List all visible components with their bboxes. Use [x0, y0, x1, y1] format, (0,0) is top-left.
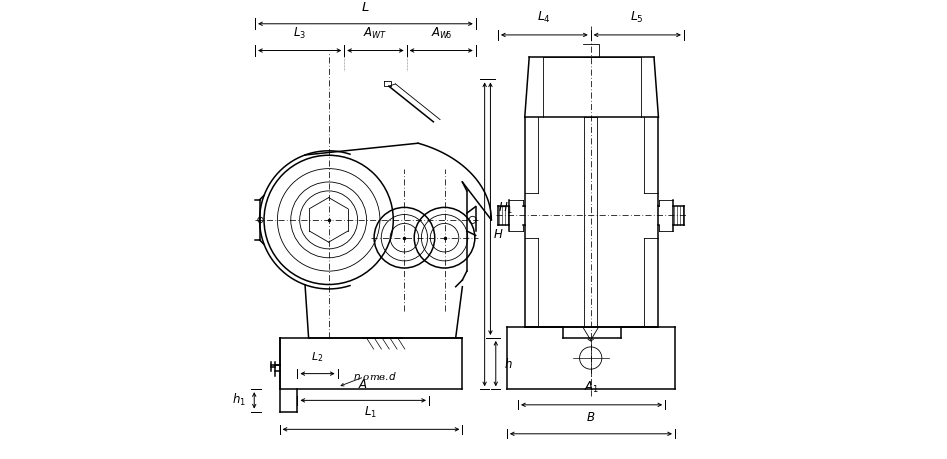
- Text: $h$: $h$: [504, 357, 512, 370]
- Text: $A_{W\!\!\text{б}}$: $A_{W\!\!\text{б}}$: [431, 26, 452, 41]
- Text: $A_1$: $A_1$: [584, 380, 599, 395]
- Text: $h_1$: $h_1$: [232, 392, 246, 409]
- Text: $L_2$: $L_2$: [312, 350, 324, 364]
- Text: $L_1$: $L_1$: [365, 404, 378, 420]
- Text: $H$: $H$: [492, 228, 503, 241]
- Text: $L_3$: $L_3$: [294, 26, 306, 41]
- Text: $L_5$: $L_5$: [631, 10, 644, 25]
- Text: $A_{WT}$: $A_{WT}$: [364, 26, 387, 41]
- Text: $L_4$: $L_4$: [537, 10, 551, 25]
- Text: $H_1$: $H_1$: [498, 201, 514, 216]
- Text: $L$: $L$: [361, 1, 369, 14]
- Text: $n$ отв.$d$: $n$ отв.$d$: [353, 370, 398, 382]
- Text: $B$: $B$: [586, 411, 596, 424]
- Text: $A$: $A$: [358, 378, 368, 391]
